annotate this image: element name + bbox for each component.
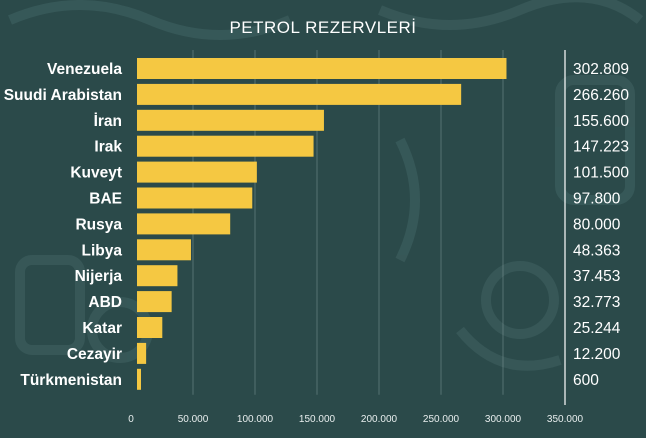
bar [137,109,324,131]
category-label: Rusya [75,216,122,233]
chart-title: PETROL REZERVLERİ [229,18,416,37]
x-tick-label: 250.000 [423,414,460,425]
value-label: 600 [573,372,599,389]
value-label: 48.363 [573,242,620,259]
value-label: 302.809 [573,61,629,78]
category-label: ABD [88,294,122,311]
category-label: Katar [82,320,122,337]
bar [137,368,141,390]
value-label: 155.600 [573,113,629,130]
value-label: 32.773 [573,294,620,311]
x-tick-label: 350.000 [547,414,584,425]
bar [137,317,163,338]
category-label: İran [94,113,122,130]
x-tick-label: 100.000 [237,414,274,425]
bar [137,239,191,261]
value-label: 97.800 [573,191,621,208]
bar [137,342,147,364]
value-label: 37.453 [573,268,620,285]
bar [137,291,172,313]
x-axis-tick-labels: 0 50.000 100.000 150.000 200.000 250.000 300.0… [128,414,583,425]
x-tick-label: 0 [128,414,134,425]
x-tick-label: 300.000 [485,414,522,425]
bar [137,83,462,105]
category-label: Irak [94,139,122,156]
value-label: 80.000 [573,216,621,233]
bar [137,265,178,287]
bars [137,58,507,390]
value-label: 147.223 [573,139,629,156]
bar [137,161,257,183]
value-label: 101.500 [573,165,629,182]
x-tick-label: 200.000 [361,414,398,425]
bar [137,187,253,209]
category-label: Türkmenistan [20,372,122,389]
value-labels: 302.809 266.260 155.600 147.223 101.500 97.80… [573,61,629,389]
bar [137,213,231,235]
category-label: Cezayir [67,346,122,363]
category-label: Venezuela [47,61,122,78]
x-tick-label: 150.000 [299,414,336,425]
category-label: BAE [89,191,122,208]
x-tick-label: 50.000 [178,414,209,425]
bar [137,135,314,157]
category-label: Kuveyt [70,165,122,182]
category-label: Suudi Arabistan [4,87,122,104]
category-label: Nijerja [75,268,123,285]
value-label: 25.244 [573,320,621,337]
value-label: 266.260 [573,87,629,104]
bar [137,58,507,79]
category-labels: Venezuela Suudi Arabistan İran Irak Kuveyt BA… [4,61,123,389]
category-label: Libya [82,242,123,259]
value-label: 12.200 [573,346,621,363]
